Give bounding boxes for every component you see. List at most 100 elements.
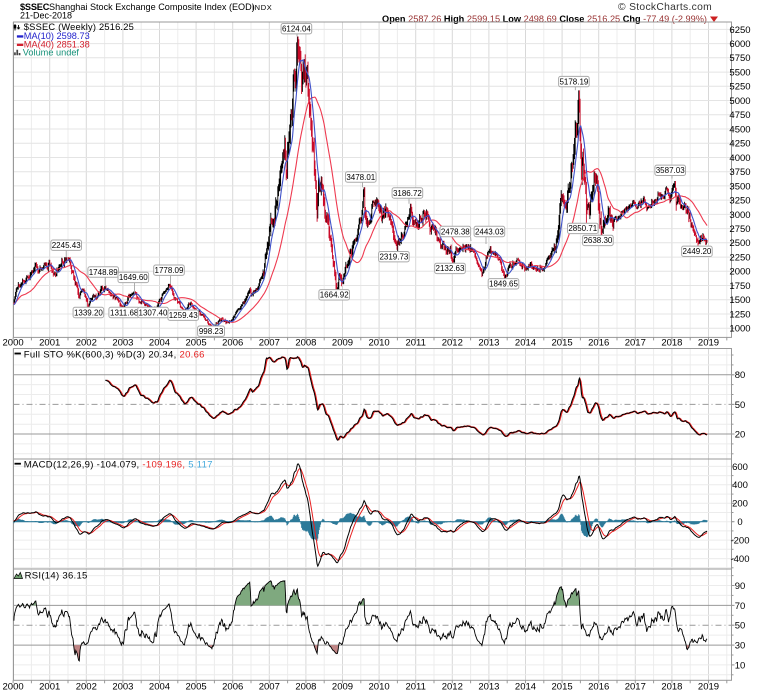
svg-text:2000: 2000 bbox=[729, 267, 750, 278]
svg-text:5750: 5750 bbox=[729, 53, 750, 64]
svg-text:2002: 2002 bbox=[76, 337, 97, 348]
svg-text:2008: 2008 bbox=[295, 337, 316, 348]
svg-text:2013: 2013 bbox=[478, 681, 499, 692]
svg-text:2018: 2018 bbox=[661, 337, 682, 348]
svg-text:0: 0 bbox=[737, 517, 742, 528]
svg-text:600: 600 bbox=[732, 462, 748, 473]
svg-text:2011: 2011 bbox=[405, 681, 425, 692]
svg-text:-200: -200 bbox=[730, 536, 749, 547]
svg-text:200: 200 bbox=[732, 499, 748, 510]
svg-text:2015: 2015 bbox=[552, 681, 573, 692]
svg-text:2010: 2010 bbox=[369, 337, 390, 348]
svg-text:2850.71: 2850.71 bbox=[568, 224, 597, 233]
svg-text:1778.09: 1778.09 bbox=[155, 266, 184, 275]
svg-text:50: 50 bbox=[735, 400, 746, 411]
svg-text:2019: 2019 bbox=[698, 337, 719, 348]
svg-text:3250: 3250 bbox=[729, 196, 750, 207]
svg-text:1339.20: 1339.20 bbox=[74, 308, 103, 317]
svg-text:1311.68: 1311.68 bbox=[110, 308, 139, 317]
svg-text:4500: 4500 bbox=[729, 124, 750, 135]
svg-text:2014: 2014 bbox=[515, 681, 536, 692]
svg-text:2006: 2006 bbox=[222, 681, 243, 692]
svg-text:2009: 2009 bbox=[332, 681, 353, 692]
svg-text:2002: 2002 bbox=[76, 681, 97, 692]
svg-text:1750: 1750 bbox=[729, 281, 750, 292]
svg-text:2245.43: 2245.43 bbox=[52, 241, 81, 250]
svg-text:2132.63: 2132.63 bbox=[436, 264, 465, 273]
svg-text:70: 70 bbox=[735, 601, 746, 612]
svg-text:2013: 2013 bbox=[478, 337, 499, 348]
svg-text:2011: 2011 bbox=[405, 337, 425, 348]
svg-text:90: 90 bbox=[735, 581, 746, 592]
svg-text:6250: 6250 bbox=[729, 25, 750, 36]
svg-text:2010: 2010 bbox=[369, 681, 390, 692]
svg-text:2478.38: 2478.38 bbox=[441, 227, 470, 236]
svg-text:1307.40: 1307.40 bbox=[139, 308, 168, 317]
svg-text:© StockCharts.com: © StockCharts.com bbox=[618, 2, 712, 13]
svg-text:2003: 2003 bbox=[112, 681, 133, 692]
svg-text:1500: 1500 bbox=[729, 295, 750, 306]
svg-text:6124.04: 6124.04 bbox=[282, 25, 311, 34]
svg-text:3587.03: 3587.03 bbox=[656, 166, 685, 175]
svg-text:2638.30: 2638.30 bbox=[583, 236, 612, 245]
svg-text:2007: 2007 bbox=[259, 337, 280, 348]
svg-text:2015: 2015 bbox=[552, 337, 573, 348]
svg-text:Shanghai Stock Exchange Compos: Shanghai Stock Exchange Composite Index … bbox=[49, 2, 255, 12]
svg-text:MACD(12,26,9) -104.079, -109.1: MACD(12,26,9) -104.079, -109.196, 5.117 bbox=[24, 460, 213, 471]
svg-text:2009: 2009 bbox=[332, 337, 353, 348]
svg-text:80: 80 bbox=[735, 370, 746, 381]
svg-text:2449.20: 2449.20 bbox=[682, 247, 711, 256]
svg-text:2006: 2006 bbox=[222, 337, 243, 348]
svg-text:2000: 2000 bbox=[3, 681, 24, 692]
svg-text:1000: 1000 bbox=[729, 324, 750, 335]
svg-text:1748.89: 1748.89 bbox=[89, 268, 118, 277]
svg-text:INDX: INDX bbox=[252, 3, 272, 12]
svg-text:2003: 2003 bbox=[112, 337, 133, 348]
svg-text:2016: 2016 bbox=[588, 337, 609, 348]
svg-text:5000: 5000 bbox=[729, 96, 750, 107]
svg-text:2001: 2001 bbox=[39, 337, 60, 348]
svg-text:1849.65: 1849.65 bbox=[489, 280, 518, 289]
svg-text:2018: 2018 bbox=[661, 681, 682, 692]
svg-text:2500: 2500 bbox=[729, 238, 750, 249]
svg-text:5500: 5500 bbox=[729, 68, 750, 79]
svg-text:2443.03: 2443.03 bbox=[475, 227, 504, 236]
svg-text:3750: 3750 bbox=[729, 167, 750, 178]
svg-text:1250: 1250 bbox=[729, 309, 750, 320]
svg-text:4750: 4750 bbox=[729, 110, 750, 121]
svg-text:2004: 2004 bbox=[149, 337, 170, 348]
svg-text:1664.92: 1664.92 bbox=[320, 291, 349, 300]
svg-text:2016: 2016 bbox=[588, 681, 609, 692]
svg-text:50: 50 bbox=[735, 621, 746, 632]
svg-text:21-Dec-2018: 21-Dec-2018 bbox=[20, 11, 72, 21]
svg-text:3478.01: 3478.01 bbox=[346, 173, 375, 182]
svg-text:2319.73: 2319.73 bbox=[379, 253, 408, 262]
svg-text:2250: 2250 bbox=[729, 253, 750, 264]
svg-text:2005: 2005 bbox=[186, 337, 207, 348]
svg-text:2001: 2001 bbox=[39, 681, 60, 692]
svg-text:4000: 4000 bbox=[729, 153, 750, 164]
svg-text:998.23: 998.23 bbox=[199, 327, 224, 336]
svg-text:30: 30 bbox=[735, 641, 746, 652]
svg-text:2007: 2007 bbox=[259, 681, 280, 692]
svg-text:20: 20 bbox=[735, 429, 746, 440]
svg-text:RSI(14) 36.15: RSI(14) 36.15 bbox=[25, 571, 88, 582]
svg-text:2004: 2004 bbox=[149, 681, 170, 692]
svg-text:2012: 2012 bbox=[442, 681, 463, 692]
svg-text:2014: 2014 bbox=[515, 337, 536, 348]
svg-text:5250: 5250 bbox=[729, 82, 750, 93]
svg-text:2750: 2750 bbox=[729, 224, 750, 235]
svg-text:2017: 2017 bbox=[625, 337, 646, 348]
svg-text:3500: 3500 bbox=[729, 181, 750, 192]
svg-text:3000: 3000 bbox=[729, 210, 750, 221]
svg-text:2008: 2008 bbox=[295, 681, 316, 692]
svg-text:Full STO %K(600,3) %D(3) 20.34: Full STO %K(600,3) %D(3) 20.34, 20.66 bbox=[24, 349, 205, 360]
svg-text:1649.60: 1649.60 bbox=[119, 273, 148, 282]
svg-text:3186.72: 3186.72 bbox=[393, 189, 422, 198]
svg-text:4250: 4250 bbox=[729, 139, 750, 150]
svg-text:2005: 2005 bbox=[186, 681, 207, 692]
svg-text:5178.19: 5178.19 bbox=[559, 77, 588, 86]
svg-text:1259.43: 1259.43 bbox=[169, 311, 198, 320]
svg-text:6000: 6000 bbox=[729, 39, 750, 50]
svg-text:400: 400 bbox=[732, 480, 748, 491]
